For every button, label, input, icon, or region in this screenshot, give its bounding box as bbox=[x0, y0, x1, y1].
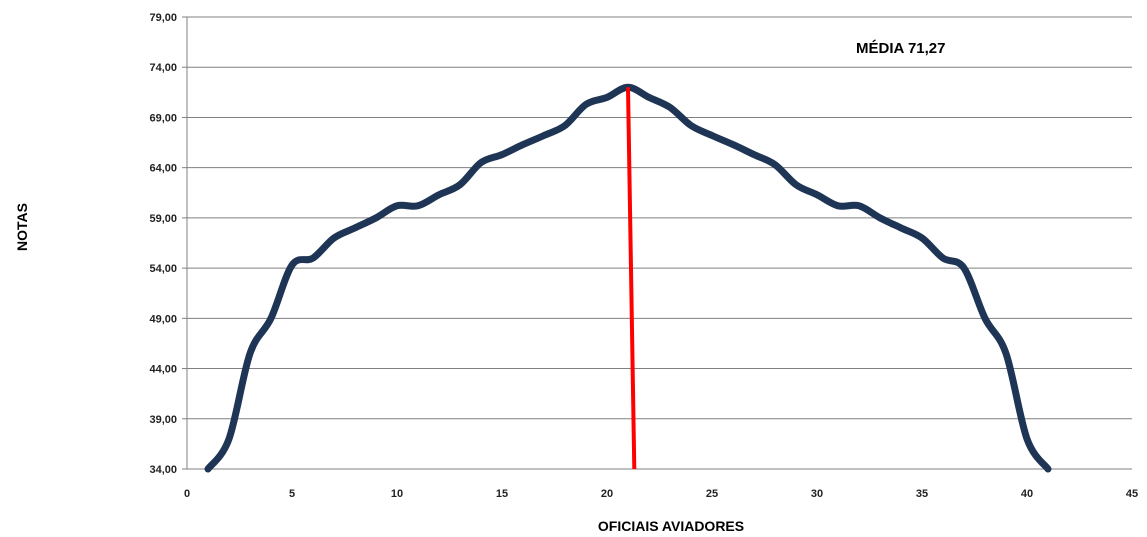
series-line bbox=[204, 83, 1052, 473]
x-tick-label: 30 bbox=[811, 488, 823, 500]
y-tick-label: 74,00 bbox=[149, 62, 177, 74]
mean-line bbox=[626, 87, 637, 470]
y-tick-label: 79,00 bbox=[149, 12, 177, 24]
y-tick-label: 44,00 bbox=[149, 364, 177, 376]
grid-lines bbox=[182, 16, 1132, 470]
x-tick-label: 25 bbox=[706, 488, 718, 500]
x-tick-label: 45 bbox=[1126, 488, 1138, 500]
x-tick-label: 5 bbox=[289, 488, 295, 500]
y-tick-label: 59,00 bbox=[149, 213, 177, 225]
y-tick-labels: 34,00 39,00 44,00 49,00 54,00 59,00 64,00 69,00… bbox=[149, 12, 177, 476]
x-tick-label: 40 bbox=[1021, 488, 1033, 500]
y-tick-label: 34,00 bbox=[149, 464, 177, 476]
y-tick-label: 39,00 bbox=[149, 414, 177, 426]
y-tick-label: 54,00 bbox=[149, 263, 177, 275]
x-tick-label: 0 bbox=[184, 488, 190, 500]
y-tick-label: 64,00 bbox=[149, 163, 177, 175]
x-tick-label: 35 bbox=[916, 488, 928, 500]
x-tick-labels: 0 5 10 15 20 25 30 35 40 45 bbox=[184, 488, 1138, 500]
x-axis-title: OFICIAIS AVIADORES bbox=[598, 518, 744, 534]
y-tick-label: 69,00 bbox=[149, 112, 177, 124]
mean-annotation: MÉDIA 71,27 bbox=[856, 40, 945, 57]
x-tick-label: 20 bbox=[601, 488, 613, 500]
y-axis-title: NOTAS bbox=[14, 203, 30, 251]
x-tick-label: 15 bbox=[496, 488, 508, 500]
x-tick-label: 10 bbox=[391, 488, 403, 500]
y-tick-label: 49,00 bbox=[149, 313, 177, 325]
